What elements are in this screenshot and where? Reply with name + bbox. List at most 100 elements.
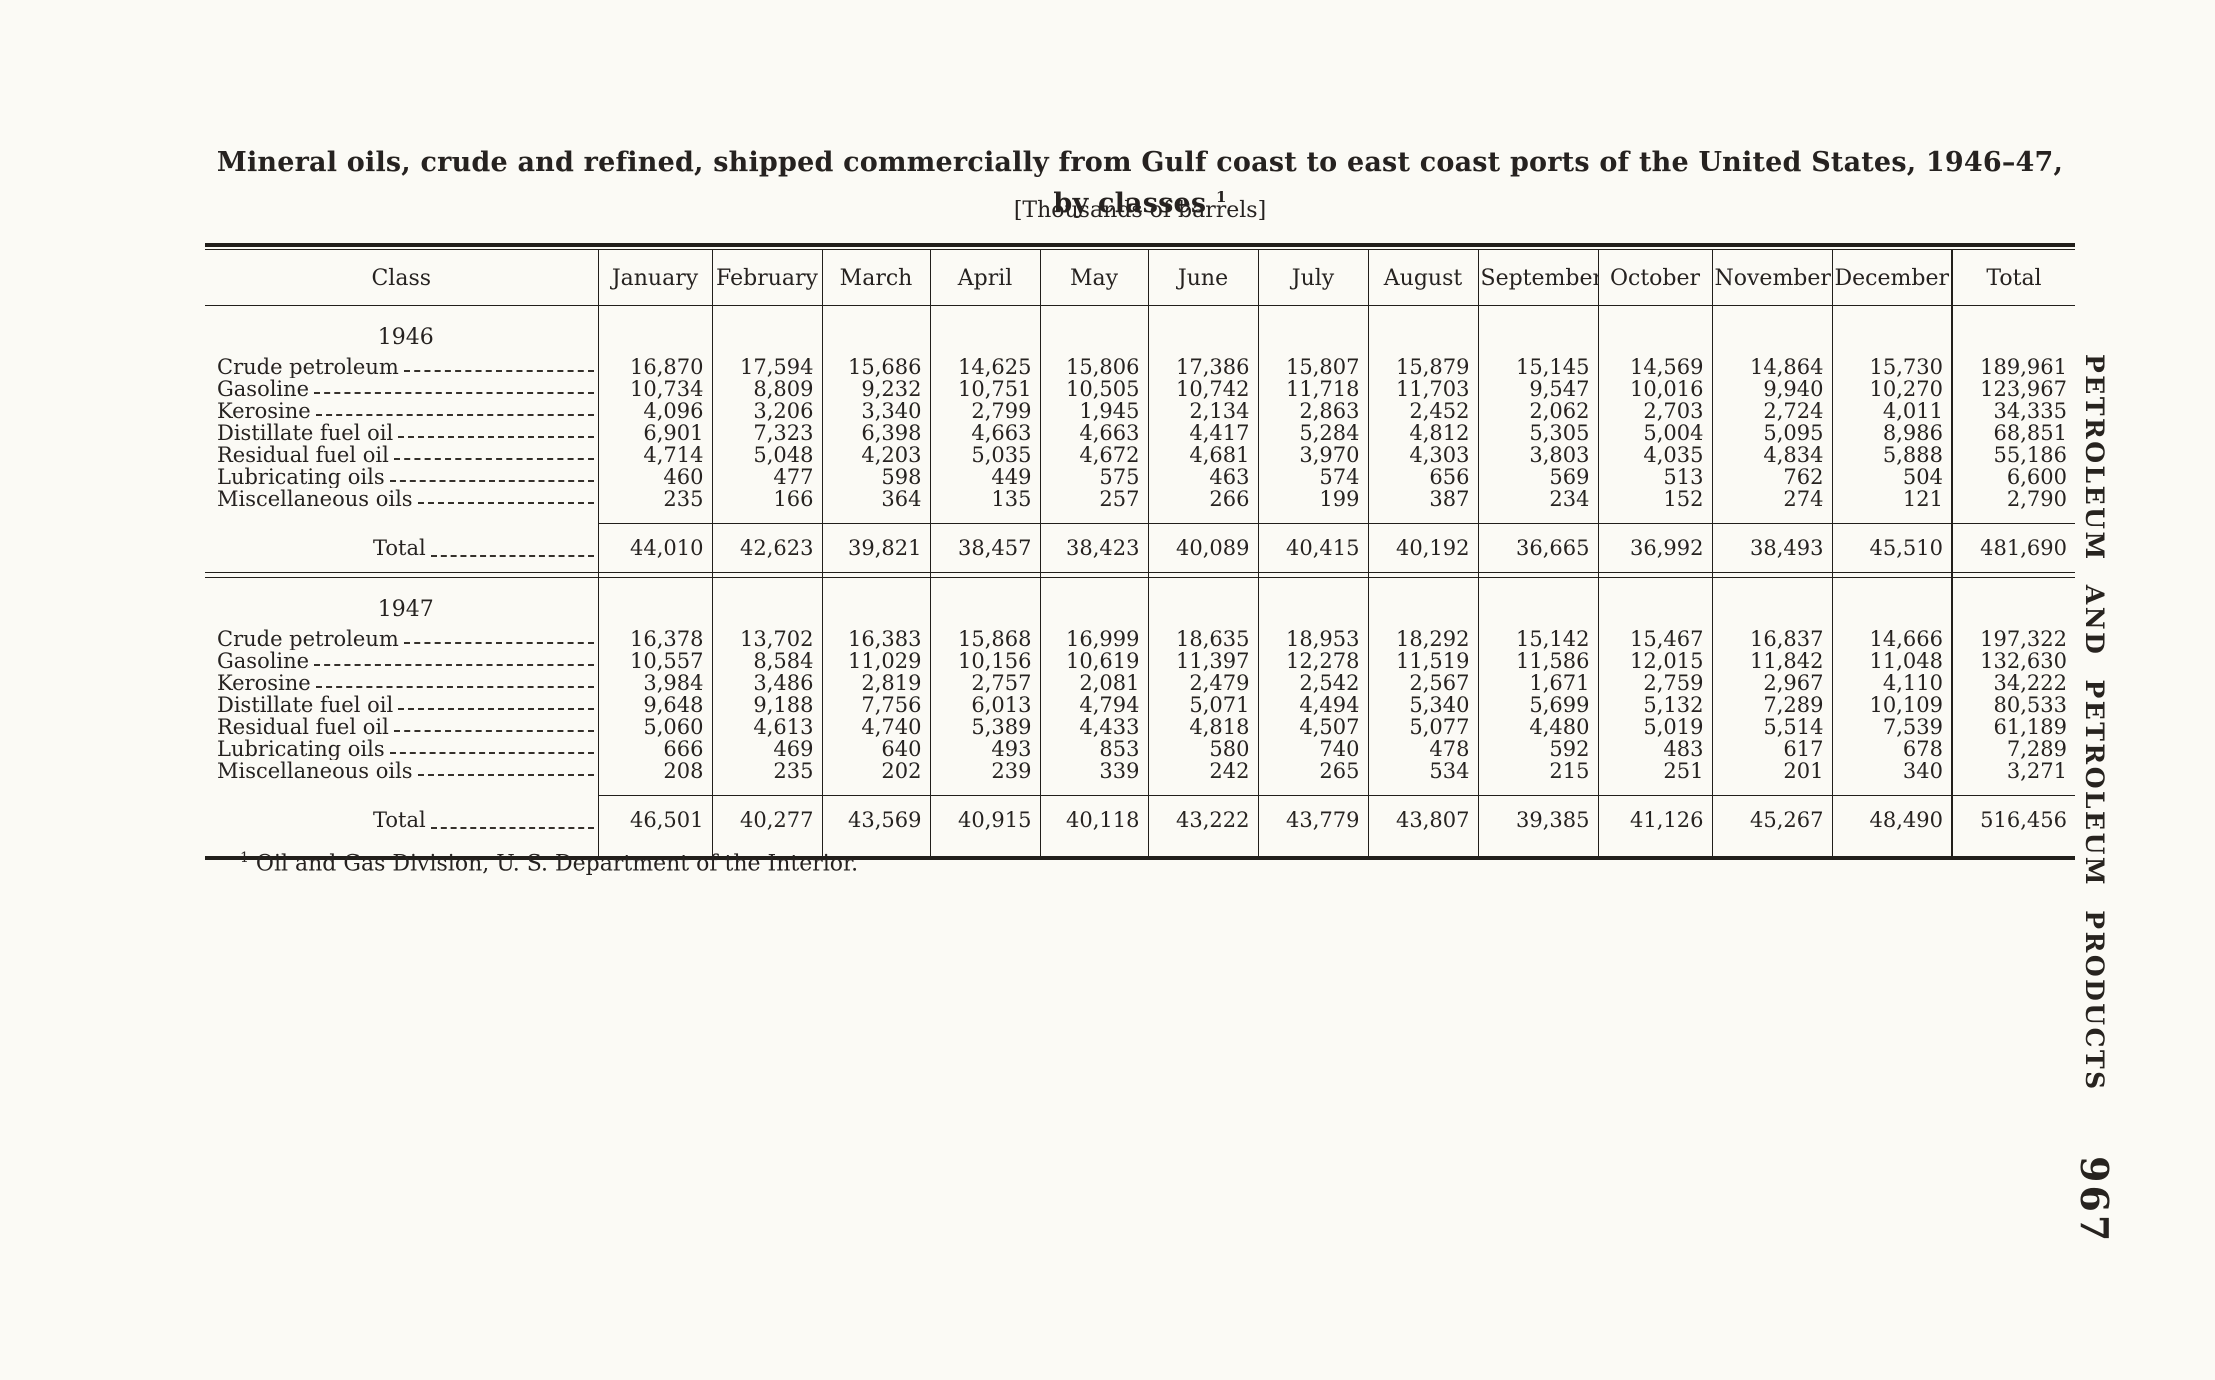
total-cell-may: 38,423 xyxy=(1039,523,1148,573)
cell-march: 15,686 xyxy=(821,356,930,378)
dotted-leader xyxy=(389,752,594,754)
table-row-1946-lubricating-oils: Lubricating oils 460 477 598 449 575 463 574 656… xyxy=(205,466,2075,488)
total-cell-september: 39,385 xyxy=(1477,795,1598,844)
cell-november: 617 xyxy=(1711,738,1832,760)
cell-august: 478 xyxy=(1367,738,1478,760)
cell-august: 4,812 xyxy=(1367,422,1478,444)
cell-august: 534 xyxy=(1367,760,1478,782)
title-footnote-marker: 1 xyxy=(1215,188,1227,206)
cell-june: 2,479 xyxy=(1147,672,1258,694)
cell-december: 4,011 xyxy=(1831,400,1952,422)
table-row-1946-gasoline: Gasoline 10,734 8,809 9,232 10,751 10,505 10,7… xyxy=(205,378,2075,400)
cell-april: 135 xyxy=(929,488,1040,510)
cell-april: 449 xyxy=(929,466,1040,488)
cell-january: 10,557 xyxy=(597,650,712,672)
table-row-1946-miscellaneous-oils: Miscellaneous oils 235 166 364 135 257 266 199 3… xyxy=(205,488,2075,510)
total-cell-total: 516,456 xyxy=(1951,795,2075,844)
dotted-leader xyxy=(430,826,594,829)
cell-november: 7,289 xyxy=(1711,694,1832,716)
table-row-1946-total: Total 44,010 42,623 39,821 38,457 38,423 40,08… xyxy=(205,523,2075,573)
total-cell-january: 46,501 xyxy=(597,795,712,844)
column-header-october: October xyxy=(1597,249,1712,306)
row-label: Miscellaneous oils xyxy=(217,488,413,510)
row-label-cell: Miscellaneous oils xyxy=(205,760,598,782)
column-header-total: Total xyxy=(1951,249,2075,306)
row-label-cell: Distillate fuel oil xyxy=(205,422,598,444)
cell-april: 10,156 xyxy=(929,650,1040,672)
cell-august: 656 xyxy=(1367,466,1478,488)
total-cell-november: 45,267 xyxy=(1711,795,1832,844)
cell-december: 14,666 xyxy=(1831,628,1952,650)
dotted-leader xyxy=(314,664,594,666)
cell-october: 12,015 xyxy=(1597,650,1712,672)
table-row-1947-total: Total 46,501 40,277 43,569 40,915 40,118 43,22… xyxy=(205,795,2075,844)
cell-june: 4,681 xyxy=(1147,444,1258,466)
cell-june: 18,635 xyxy=(1147,628,1258,650)
cell-october: 5,132 xyxy=(1597,694,1712,716)
year-label: 1947 xyxy=(377,597,434,622)
row-label: Miscellaneous oils xyxy=(217,760,413,782)
cell-december: 340 xyxy=(1831,760,1952,782)
total-cell-december: 45,510 xyxy=(1831,523,1952,573)
cell-january: 4,096 xyxy=(597,400,712,422)
cell-total: 80,533 xyxy=(1951,694,2075,716)
cell-december: 10,109 xyxy=(1831,694,1952,716)
cell-january: 460 xyxy=(597,466,712,488)
cell-january: 3,984 xyxy=(597,672,712,694)
cell-february: 469 xyxy=(711,738,822,760)
total-cell-february: 42,623 xyxy=(711,523,822,573)
row-label: Kerosine xyxy=(217,672,311,694)
cell-april: 6,013 xyxy=(929,694,1040,716)
cell-june: 4,818 xyxy=(1147,716,1258,738)
cell-july: 2,542 xyxy=(1257,672,1368,694)
cell-july: 18,953 xyxy=(1257,628,1368,650)
cell-april: 5,389 xyxy=(929,716,1040,738)
cell-january: 16,870 xyxy=(597,356,712,378)
cell-january: 4,714 xyxy=(597,444,712,466)
column-header-june: June xyxy=(1147,249,1258,306)
cell-august: 18,292 xyxy=(1367,628,1478,650)
cell-october: 5,019 xyxy=(1597,716,1712,738)
running-head-vertical: PETROLEUM AND PETROLEUM PRODUCTS xyxy=(2080,354,2109,1092)
row-label-cell: Residual fuel oil xyxy=(205,444,598,466)
cell-august: 11,519 xyxy=(1367,650,1478,672)
cell-march: 11,029 xyxy=(821,650,930,672)
cell-total: 197,322 xyxy=(1951,628,2075,650)
cell-total: 3,271 xyxy=(1951,760,2075,782)
row-label: Residual fuel oil xyxy=(217,716,389,738)
column-header-may: May xyxy=(1039,249,1148,306)
total-cell-march: 43,569 xyxy=(821,795,930,844)
page-title-text: Mineral oils, crude and refined, shipped… xyxy=(216,147,2064,219)
cell-july: 740 xyxy=(1257,738,1368,760)
cell-december: 121 xyxy=(1831,488,1952,510)
cell-march: 4,203 xyxy=(821,444,930,466)
cell-july: 5,284 xyxy=(1257,422,1368,444)
cell-august: 5,077 xyxy=(1367,716,1478,738)
table-row-1946-kerosine: Kerosine 4,096 3,206 3,340 2,799 1,945 2,134 2,… xyxy=(205,400,2075,422)
cell-january: 235 xyxy=(597,488,712,510)
cell-january: 666 xyxy=(597,738,712,760)
cell-february: 3,486 xyxy=(711,672,822,694)
row-label-cell: Distillate fuel oil xyxy=(205,694,598,716)
cell-total: 123,967 xyxy=(1951,378,2075,400)
column-header-november: November xyxy=(1711,249,1832,306)
cell-july: 15,807 xyxy=(1257,356,1368,378)
cell-december: 4,110 xyxy=(1831,672,1952,694)
cell-february: 235 xyxy=(711,760,822,782)
column-header-february: February xyxy=(711,249,822,306)
dotted-leader xyxy=(393,730,594,732)
cell-january: 10,734 xyxy=(597,378,712,400)
row-label-cell: Gasoline xyxy=(205,650,598,672)
row-label: Distillate fuel oil xyxy=(217,422,394,444)
footnote: 1 Oil and Gas Division, U. S. Department… xyxy=(240,850,858,876)
cell-may: 4,433 xyxy=(1039,716,1148,738)
cell-february: 8,809 xyxy=(711,378,822,400)
row-label-cell: Miscellaneous oils xyxy=(205,488,598,510)
cell-september: 234 xyxy=(1477,488,1598,510)
cell-may: 10,505 xyxy=(1039,378,1148,400)
row-label-cell: Crude petroleum xyxy=(205,356,598,378)
table-row-1947-crude-petroleum: Crude petroleum 16,378 13,702 16,383 15,868 1… xyxy=(205,628,2075,650)
dotted-leader xyxy=(315,686,594,688)
cell-july: 574 xyxy=(1257,466,1368,488)
cell-october: 152 xyxy=(1597,488,1712,510)
